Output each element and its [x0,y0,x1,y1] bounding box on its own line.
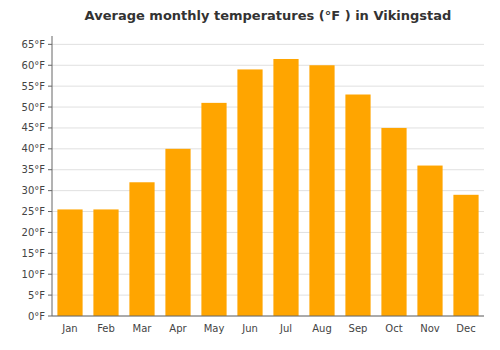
y-tick [48,127,52,128]
bar [381,128,406,316]
bar [237,69,262,316]
x-axis-line [52,316,484,317]
y-tick-label: 15°F [22,248,46,259]
x-tick-label: Jun [241,323,258,334]
y-tick-label: 65°F [22,39,46,50]
bar [93,209,118,316]
y-tick-label: 50°F [22,102,46,113]
y-tick [48,274,52,275]
bar [165,149,190,316]
y-tick [48,107,52,108]
x-tick-label: Aug [312,323,332,334]
grid-line [52,44,484,45]
x-tick-label: Mar [133,323,153,334]
x-tick-label: Sep [349,323,368,334]
y-tick [48,316,52,317]
bar [309,65,334,316]
grid-line [52,65,484,66]
y-tick-label: 60°F [22,60,46,71]
bar [453,195,478,316]
y-tick-label: 35°F [22,164,46,175]
x-tick-label: Jul [279,323,292,334]
chart-container: Average monthly temperatures (°F ) in Vi… [0,0,500,350]
x-tick-label: Nov [420,323,440,334]
y-tick [48,211,52,212]
grid-line [52,316,484,317]
bar [417,166,442,316]
grid-line [52,127,484,128]
grid-line [52,107,484,108]
grid-line [52,86,484,87]
y-tick [48,86,52,87]
y-tick-label: 25°F [22,206,46,217]
y-tick [48,232,52,233]
grid [52,44,484,316]
y-axis-line [52,36,53,316]
x-tick-label: May [204,323,225,334]
y-tick [48,65,52,66]
y-tick [48,44,52,45]
x-tick-label: Oct [385,323,402,334]
y-tick-label: 40°F [22,143,46,154]
y-tick-label: 20°F [22,227,46,238]
y-tick-label: 5°F [28,290,45,301]
y-tick-label: 30°F [22,185,46,196]
y-tick [48,190,52,191]
y-tick [48,169,52,170]
y-axis-ticks: 0°F 5°F 10°F 15°F 20°F 25°F 30°F 35°F 40°F 45°F 50… [22,39,52,322]
y-tick [48,295,52,296]
bars [57,59,478,316]
y-tick-label: 10°F [22,269,46,280]
chart-svg: Average monthly temperatures (°F ) in Vi… [0,0,500,350]
y-tick-label: 45°F [22,122,46,133]
x-tick-label: Apr [169,323,187,334]
chart-title: Average monthly temperatures (°F ) in Vi… [85,8,452,23]
y-tick-label: 0°F [28,311,45,322]
x-tick-label: Feb [97,323,115,334]
y-tick [48,253,52,254]
bar [129,182,154,316]
x-tick-label: Jan [61,323,77,334]
y-tick-label: 55°F [22,81,46,92]
x-tick-label: Dec [456,323,475,334]
bar [273,59,298,316]
bar [57,209,82,316]
bar [201,103,226,316]
y-tick [48,148,52,149]
grid-line [52,148,484,149]
bar [345,95,370,316]
x-axis-ticks: Jan Feb Mar Apr May Jun Jul Aug Sep Oct Nov Dec [61,323,475,334]
